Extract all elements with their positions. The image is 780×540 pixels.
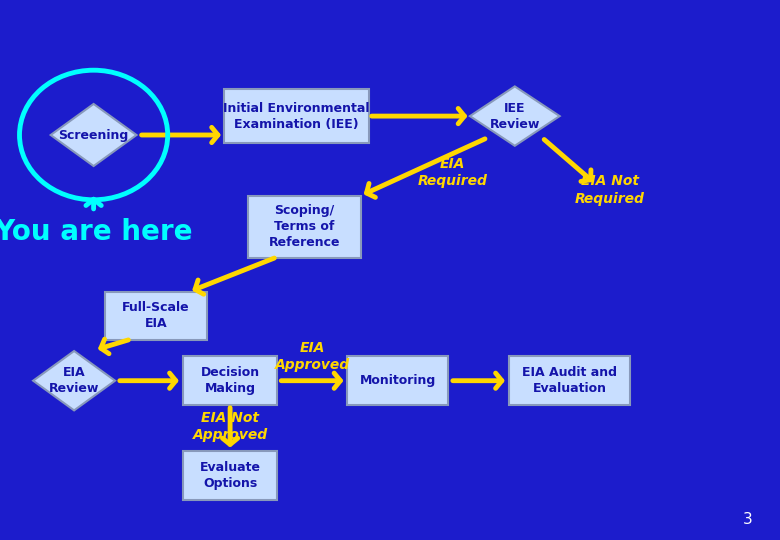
Text: Scoping/
Terms of
Reference: Scoping/ Terms of Reference xyxy=(268,204,340,249)
Text: Monitoring: Monitoring xyxy=(360,374,436,387)
Text: Evaluate
Options: Evaluate Options xyxy=(200,461,261,490)
Polygon shape xyxy=(34,351,115,410)
Text: EIA Not
Approved: EIA Not Approved xyxy=(193,411,268,442)
FancyBboxPatch shape xyxy=(248,195,360,258)
Polygon shape xyxy=(470,86,559,146)
FancyBboxPatch shape xyxy=(183,356,277,405)
Text: IEE
Review: IEE Review xyxy=(490,102,540,131)
Text: You are here: You are here xyxy=(0,218,193,246)
Polygon shape xyxy=(51,104,136,166)
Text: 3: 3 xyxy=(743,512,752,527)
FancyBboxPatch shape xyxy=(225,89,368,143)
Text: Full-Scale
EIA: Full-Scale EIA xyxy=(122,301,190,330)
Text: Decision
Making: Decision Making xyxy=(200,366,260,395)
FancyBboxPatch shape xyxy=(105,292,207,340)
FancyBboxPatch shape xyxy=(509,356,630,405)
Text: EIA Audit and
Evaluation: EIA Audit and Evaluation xyxy=(522,366,617,395)
Text: EIA
Required: EIA Required xyxy=(417,157,488,188)
Text: EIA
Review: EIA Review xyxy=(49,366,99,395)
Text: EIA Not
Required: EIA Not Required xyxy=(575,174,645,206)
FancyBboxPatch shape xyxy=(347,356,448,405)
Text: Screening: Screening xyxy=(58,129,129,141)
FancyBboxPatch shape xyxy=(183,451,277,500)
Text: EIA
Approved: EIA Approved xyxy=(275,341,349,372)
Text: Initial Environmental
Examination (IEE): Initial Environmental Examination (IEE) xyxy=(223,102,370,131)
